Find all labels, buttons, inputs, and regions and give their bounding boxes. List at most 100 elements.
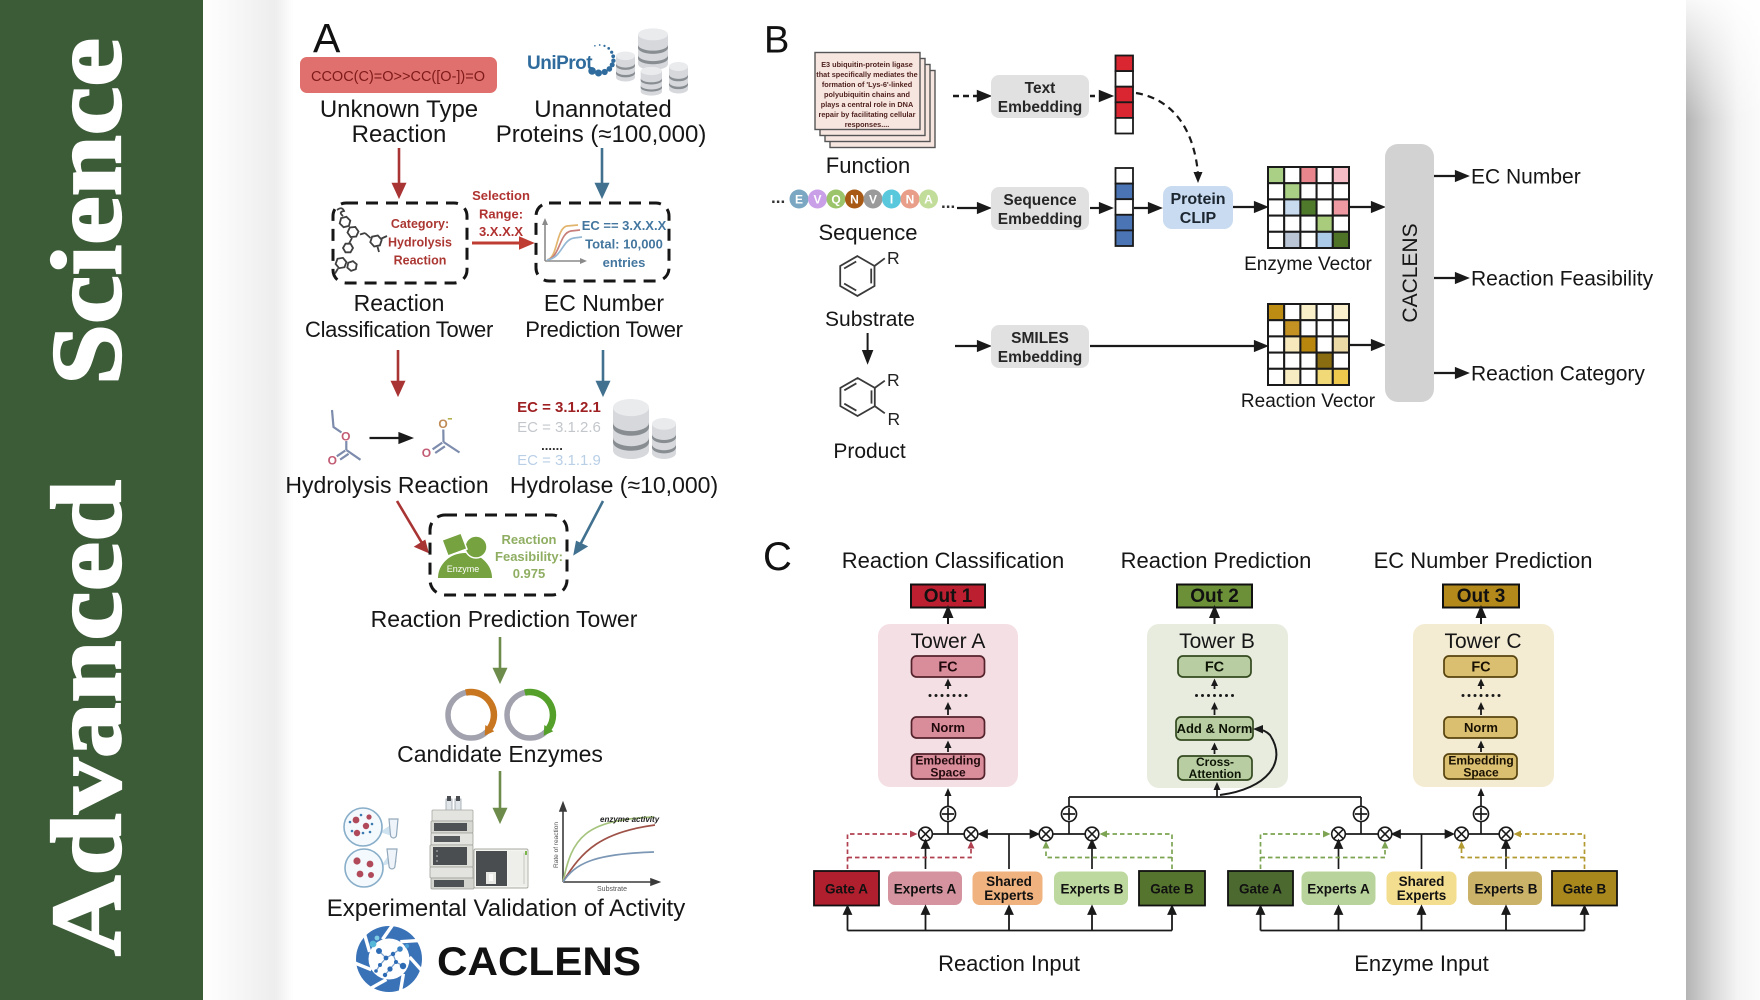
svg-text:Protein: Protein (1170, 191, 1225, 208)
svg-text:Gate B: Gate B (1563, 882, 1607, 897)
svg-text:O: O (341, 429, 350, 443)
svg-text:Prediction Tower: Prediction Tower (525, 317, 682, 342)
svg-text:0.975: 0.975 (513, 566, 546, 581)
svg-text:Enzyme Vector: Enzyme Vector (1244, 254, 1372, 275)
svg-text:O: O (328, 453, 337, 467)
svg-text:EC = 3.1.2.1: EC = 3.1.2.1 (517, 399, 601, 416)
svg-text:formation of 'Lys-6'-linked: formation of 'Lys-6'-linked (822, 80, 912, 89)
svg-text:Embedding: Embedding (1448, 754, 1513, 768)
svg-text:Reaction Category: Reaction Category (1471, 363, 1645, 386)
svg-text:Embedding: Embedding (998, 99, 1082, 116)
svg-text:Hydrolysis: Hydrolysis (388, 236, 452, 250)
svg-text:Add & Norm: Add & Norm (1177, 721, 1253, 736)
svg-text:Function: Function (826, 153, 910, 178)
svg-text:Reaction: Reaction (354, 290, 445, 316)
svg-text:Norm: Norm (931, 720, 965, 735)
svg-text:R: R (887, 370, 900, 390)
svg-text:CACLENS: CACLENS (1399, 223, 1422, 322)
svg-text:Substrate: Substrate (597, 886, 627, 893)
svg-text:Reaction: Reaction (502, 532, 557, 547)
svg-text:EC = 3.1.1.9: EC = 3.1.1.9 (517, 452, 601, 469)
svg-text:plays a central role in DNA: plays a central role in DNA (821, 100, 914, 109)
svg-text:Experts: Experts (1397, 888, 1447, 903)
svg-text:EC = 3.1.2.6: EC = 3.1.2.6 (517, 419, 601, 436)
svg-text:Gate B: Gate B (1150, 882, 1194, 897)
svg-text:Shared: Shared (1399, 874, 1445, 889)
svg-text:Shared: Shared (986, 874, 1032, 889)
svg-text:Reaction: Reaction (352, 121, 447, 148)
svg-text:that specifically mediates the: that specifically mediates the (816, 70, 917, 79)
svg-text:......: ...... (541, 438, 563, 453)
svg-text:N: N (850, 193, 859, 207)
svg-text:CCOC(C)=O>>CC([O-])=O: CCOC(C)=O>>CC([O-])=O (311, 69, 485, 85)
svg-text:FC: FC (1471, 660, 1491, 676)
svg-text:N: N (906, 193, 915, 207)
svg-text:...: ... (941, 193, 955, 212)
svg-text:B: B (764, 20, 789, 62)
svg-text:Range:: Range: (479, 207, 523, 222)
svg-text:E3 ubiquitin-protein ligase: E3 ubiquitin-protein ligase (821, 60, 913, 69)
svg-text:Embedding: Embedding (915, 754, 980, 768)
svg-text:Unknown Type: Unknown Type (320, 96, 478, 123)
svg-text:O: O (438, 417, 447, 431)
svg-text:Science: Science (31, 38, 142, 385)
svg-text:Selection: Selection (472, 188, 530, 203)
svg-text:EC == 3.X.X.X: EC == 3.X.X.X (582, 218, 667, 233)
svg-text:Experts B: Experts B (1060, 882, 1123, 897)
svg-text:EC Number: EC Number (544, 290, 664, 316)
svg-text:Rate of reaction: Rate of reaction (553, 822, 560, 868)
svg-text:Reaction Prediction: Reaction Prediction (1121, 548, 1312, 573)
svg-text:V: V (869, 193, 877, 207)
svg-text:Gate A: Gate A (1239, 882, 1282, 897)
svg-text:Category:: Category: (391, 217, 449, 231)
svg-text:Advanced: Advanced (31, 480, 142, 956)
svg-text:Sequence: Sequence (818, 220, 917, 245)
svg-text:CACLENS: CACLENS (437, 940, 641, 984)
svg-text:polyubiquitin chains and: polyubiquitin chains and (824, 90, 910, 99)
svg-text:V: V (813, 193, 821, 207)
svg-text:Q: Q (831, 193, 840, 207)
svg-text:Experts A: Experts A (1307, 882, 1370, 897)
svg-text:Out 3: Out 3 (1457, 586, 1506, 607)
svg-text:I: I (890, 193, 893, 207)
svg-text:Reaction Vector: Reaction Vector (1241, 391, 1376, 412)
svg-text:Classification Tower: Classification Tower (305, 317, 493, 342)
svg-text:Tower C: Tower C (1444, 630, 1521, 653)
svg-text:Experimental Validation of Act: Experimental Validation of Activity (327, 895, 685, 922)
svg-text:Cross-: Cross- (1196, 755, 1234, 769)
svg-text:Feasibility:: Feasibility: (495, 549, 563, 564)
svg-text:Out 2: Out 2 (1190, 586, 1239, 607)
svg-text:Enzyme: Enzyme (447, 564, 480, 574)
svg-text:A: A (313, 15, 341, 61)
svg-text:Substrate: Substrate (825, 308, 915, 331)
svg-text:E: E (795, 193, 803, 207)
svg-text:Unannotated: Unannotated (534, 96, 671, 123)
svg-text:Experts A: Experts A (894, 882, 957, 897)
svg-text:R: R (888, 409, 901, 429)
svg-text:FC: FC (938, 660, 958, 676)
svg-text:Sequence: Sequence (1003, 192, 1077, 209)
svg-text:Text: Text (1025, 80, 1056, 97)
svg-text:Experts B: Experts B (1474, 882, 1537, 897)
svg-text:Embedding: Embedding (998, 349, 1082, 366)
svg-text:Space: Space (1463, 766, 1499, 780)
svg-text:Hydrolase (≈10,000): Hydrolase (≈10,000) (510, 472, 718, 498)
svg-text:Out 1: Out 1 (924, 586, 973, 607)
svg-text:O: O (422, 446, 431, 460)
svg-text:UniProt: UniProt (527, 53, 593, 74)
svg-text:Enzyme Input: Enzyme Input (1354, 951, 1489, 976)
svg-text:A: A (924, 193, 933, 207)
svg-text:Tower A: Tower A (911, 630, 986, 653)
svg-text:EC Number: EC Number (1471, 166, 1581, 189)
svg-text:...: ... (771, 188, 785, 207)
svg-text:Reaction Classification: Reaction Classification (842, 548, 1065, 573)
svg-text:enzyme activity: enzyme activity (600, 815, 660, 824)
svg-text:3.X.X.X: 3.X.X.X (479, 224, 523, 239)
svg-text:responses....: responses.... (845, 120, 890, 129)
svg-text:Hydrolysis Reaction: Hydrolysis Reaction (285, 472, 488, 498)
svg-text:SMILES: SMILES (1011, 330, 1069, 347)
svg-text:EC Number Prediction: EC Number Prediction (1374, 548, 1593, 573)
svg-text:Reaction Input: Reaction Input (938, 951, 1080, 976)
svg-text:R: R (887, 248, 900, 268)
svg-text:CLIP: CLIP (1180, 210, 1217, 227)
